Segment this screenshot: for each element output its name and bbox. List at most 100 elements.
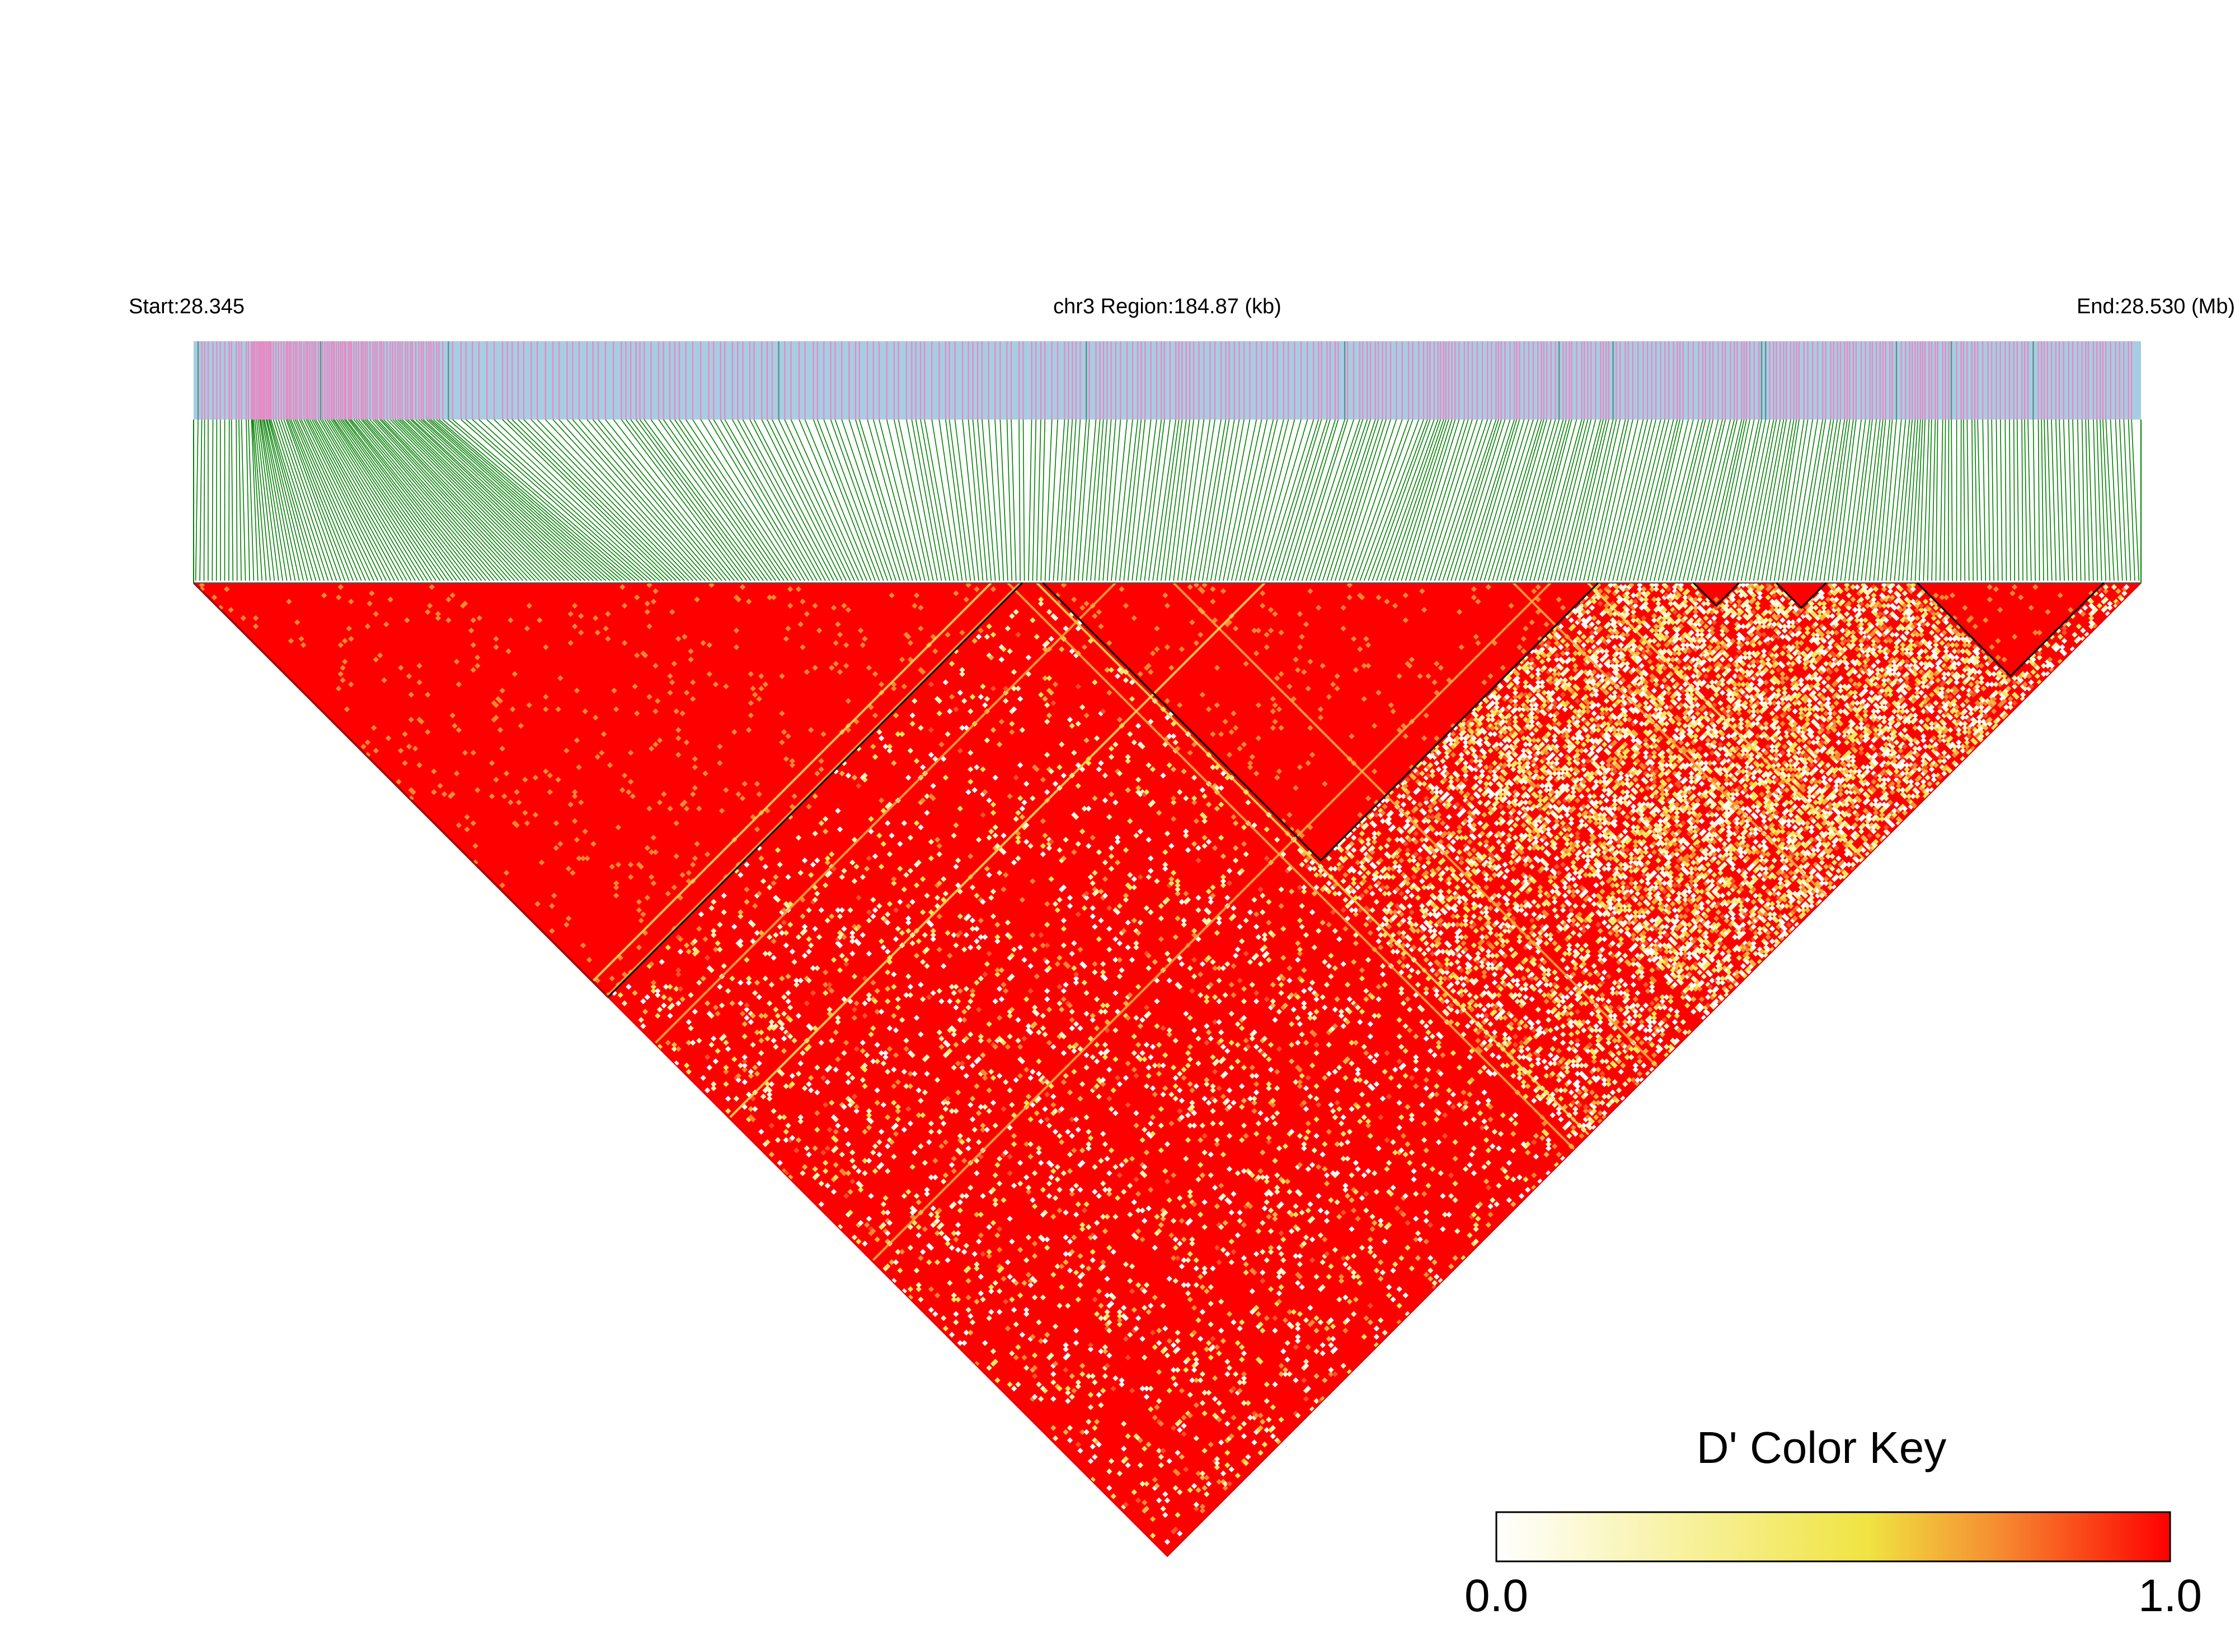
snp-connector	[916, 420, 946, 581]
snp-connector	[1972, 420, 1973, 581]
snp-connector	[805, 420, 871, 581]
snp-connector	[1356, 420, 1413, 581]
snp-connector	[835, 420, 891, 581]
snp-connector	[1019, 420, 1020, 581]
snp-connector	[1459, 420, 1510, 581]
snp-connector	[1696, 420, 1734, 581]
snp-connector	[1996, 420, 1998, 581]
snp-connector	[1820, 420, 1844, 581]
snp-connector	[814, 420, 875, 581]
snp-connector	[2111, 420, 2119, 581]
snp-connector	[1894, 420, 1909, 581]
snp-connector	[1992, 420, 1994, 581]
snp-connector	[1182, 420, 1204, 581]
snp-connector	[1975, 420, 1978, 581]
snp-connector	[1944, 420, 1945, 581]
snp-connector	[946, 420, 966, 581]
snp-connector	[1679, 420, 1718, 581]
snp-connector	[1637, 420, 1677, 581]
snp-connector	[1804, 420, 1831, 581]
snp-connector	[1874, 420, 1890, 581]
snp-connector	[2056, 420, 2060, 581]
snp-connector	[359, 420, 494, 581]
snp-connector	[1124, 420, 1141, 581]
snp-connector	[1244, 420, 1284, 581]
snp-connector	[2017, 420, 2019, 581]
snp-connector	[1463, 420, 1514, 581]
snp-connector	[2116, 420, 2123, 581]
snp-connector	[1318, 420, 1370, 581]
snp-connector	[1484, 420, 1533, 581]
snp-connector	[1232, 420, 1267, 581]
snp-connector	[204, 420, 205, 581]
snp-connector	[1000, 420, 1008, 581]
snp-connector	[1654, 420, 1693, 581]
snp-connector	[879, 420, 921, 581]
snp-connector	[236, 420, 237, 581]
snp-connector	[421, 420, 598, 581]
snp-connector	[2014, 420, 2015, 581]
snp-position-track	[194, 341, 2141, 420]
snp-connector	[1699, 420, 1737, 581]
snp-connector	[713, 420, 809, 581]
snp-connector	[995, 420, 1003, 581]
snp-connector	[1642, 420, 1680, 581]
region-title: chr3 Region:184.87 (kb)	[1053, 295, 1281, 318]
snp-connector	[2103, 420, 2110, 581]
snp-connector	[1327, 420, 1378, 581]
snp-connector	[239, 420, 241, 581]
snp-connector	[1978, 420, 1982, 581]
snp-connector	[593, 420, 726, 581]
snp-connector	[2033, 420, 2035, 581]
region-start-label: Start:28.345	[129, 295, 245, 318]
snp-connector	[1451, 420, 1501, 581]
snp-connector	[1070, 420, 1080, 581]
snp-connector	[693, 420, 797, 581]
snp-connector	[2093, 420, 2097, 581]
snp-connector	[1447, 420, 1499, 581]
snp-connector	[1983, 420, 1985, 581]
snp-connector	[327, 420, 428, 581]
snp-connector	[2005, 420, 2006, 581]
snp-connector	[1588, 420, 1626, 581]
snp-connector	[1149, 420, 1170, 581]
snp-connector	[2039, 420, 2040, 581]
snp-connector	[2106, 420, 2114, 581]
snp-connector	[1633, 420, 1674, 581]
snp-connector	[2073, 420, 2077, 581]
snp-connector	[1339, 420, 1391, 581]
snp-connector	[950, 420, 971, 581]
connector-panel	[194, 420, 2141, 583]
snp-connector	[894, 420, 929, 581]
snp-connector	[1128, 420, 1145, 581]
snp-connector	[1032, 420, 1036, 581]
snp-connector	[242, 420, 246, 581]
snp-connector	[1389, 420, 1444, 581]
snp-connector	[2086, 420, 2089, 581]
snp-connector	[200, 420, 202, 581]
snp-connector	[1704, 420, 1742, 581]
snp-connector	[2131, 420, 2139, 581]
snp-connector	[1227, 420, 1261, 581]
snp-connector	[2120, 420, 2126, 581]
snp-connector	[2069, 420, 2073, 581]
snp-connector	[1041, 420, 1045, 581]
snp-connector	[2028, 420, 2031, 581]
snp-connector	[1951, 420, 1952, 581]
snp-connector	[212, 420, 213, 581]
snp-connector	[651, 420, 767, 581]
snp-connector	[398, 420, 560, 581]
snp-connector	[1625, 420, 1665, 581]
snp-connector	[2048, 420, 2052, 581]
snp-connector	[2022, 420, 2023, 581]
snp-connector	[1269, 420, 1318, 581]
snp-connector	[1899, 420, 1912, 581]
snp-connector	[1770, 420, 1796, 581]
snp-connector	[1310, 420, 1363, 581]
snp-connector	[640, 420, 759, 581]
snp-connector	[1011, 420, 1016, 581]
snp-connector	[939, 420, 962, 581]
snp-connector	[767, 420, 846, 581]
snp-connector	[1964, 420, 1965, 581]
